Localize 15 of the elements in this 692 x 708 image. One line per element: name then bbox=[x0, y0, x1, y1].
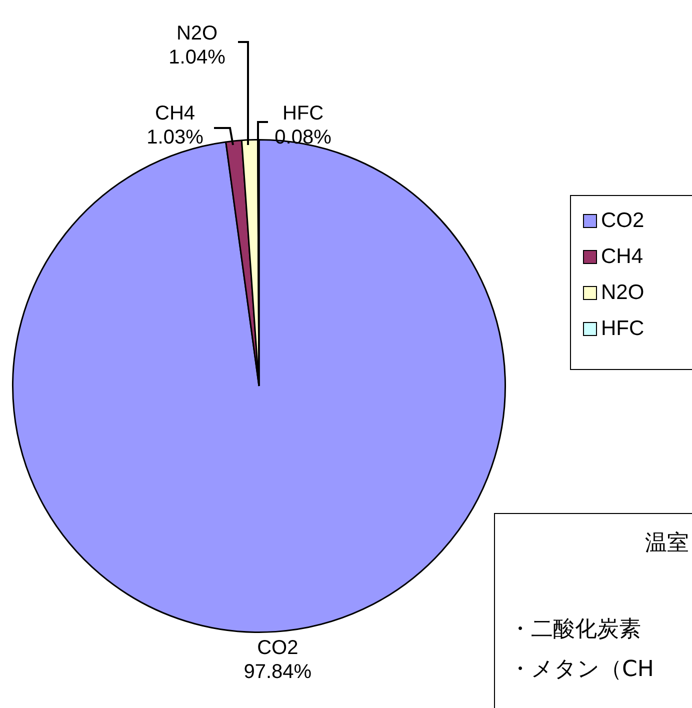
slice-label: N2O bbox=[176, 22, 218, 45]
legend-label: CH4 bbox=[601, 244, 644, 270]
legend-label: CO2 bbox=[601, 208, 644, 234]
data-label: 0.08% bbox=[274, 126, 332, 149]
legend-label: N2O bbox=[601, 280, 644, 306]
data-label: 1.04% bbox=[168, 46, 226, 69]
text: 温室 bbox=[645, 530, 689, 558]
data-label: 1.03% bbox=[146, 126, 204, 149]
legend-label: HFC bbox=[601, 316, 644, 342]
slice-label: HFC bbox=[282, 102, 324, 125]
slice-label: CH4 bbox=[154, 102, 196, 125]
text: ・二酸化炭素 bbox=[509, 616, 641, 644]
data-label: 97.84% bbox=[244, 661, 312, 684]
text: ・メタン（CH bbox=[509, 656, 654, 684]
slice-label: CO2 bbox=[257, 637, 298, 660]
